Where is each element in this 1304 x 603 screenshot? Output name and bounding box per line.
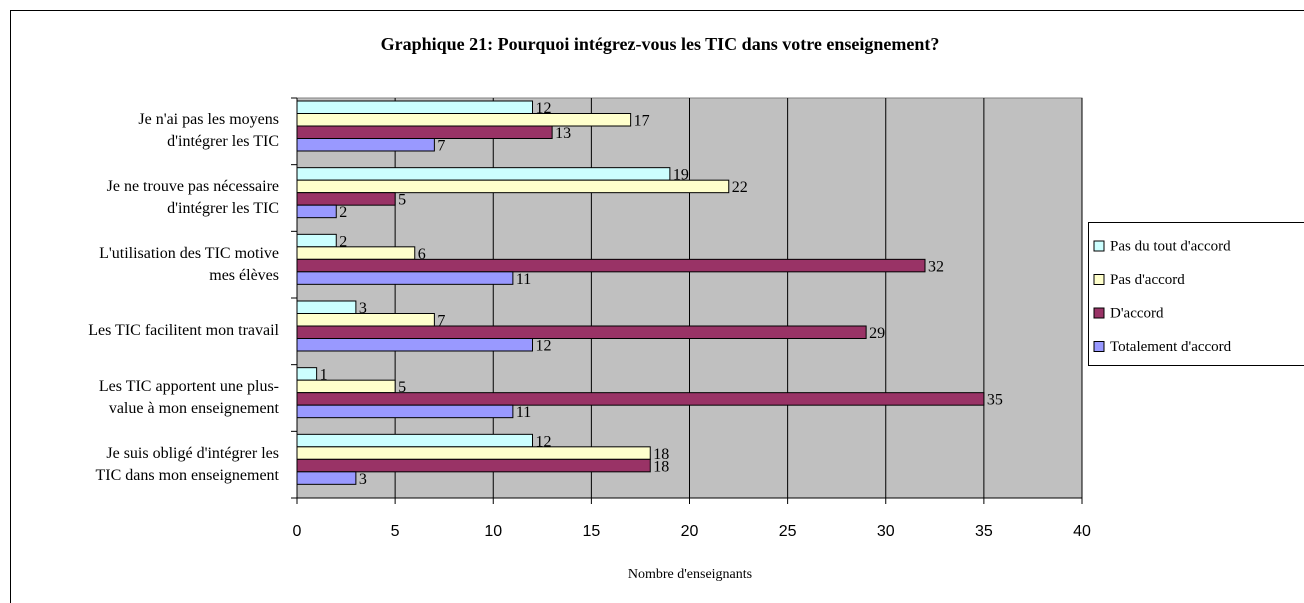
bar xyxy=(296,313,435,327)
legend-label: Pas d'accord xyxy=(1110,272,1185,288)
value-label: 35 xyxy=(987,392,1003,409)
y-tick-label: Je ne trouve pas nécessaire d'intégrer l… xyxy=(106,178,279,217)
bar xyxy=(296,233,337,248)
legend-label: Pas du tout d'accord xyxy=(1110,238,1231,254)
bar xyxy=(296,458,651,473)
bar xyxy=(296,471,357,485)
y-tick-label: Les TIC apportent une plus- value à mon … xyxy=(98,378,279,417)
value-label: 3 xyxy=(359,300,367,317)
value-label: 11 xyxy=(516,271,531,288)
value-label: 1 xyxy=(320,367,328,384)
value-label: 12 xyxy=(536,100,552,117)
value-label: 12 xyxy=(536,337,552,354)
value-label: 17 xyxy=(634,112,650,129)
legend-swatch xyxy=(1093,307,1105,319)
bar xyxy=(296,300,357,314)
bar xyxy=(296,113,632,127)
bar xyxy=(296,433,533,448)
value-label: 29 xyxy=(869,325,885,342)
bar xyxy=(296,258,926,273)
value-label: 11 xyxy=(516,404,531,421)
x-tick-label: 25 xyxy=(779,523,797,540)
bar xyxy=(296,446,651,460)
value-label: 18 xyxy=(653,446,669,463)
y-tick-label: L'utilisation des TIC motive mes élèves xyxy=(99,244,279,284)
legend-box xyxy=(1088,222,1304,366)
x-tick-label: 0 xyxy=(293,523,302,540)
value-label: 7 xyxy=(437,137,445,154)
bar xyxy=(296,125,553,139)
value-label: 3 xyxy=(359,471,367,488)
value-label: 5 xyxy=(398,379,406,396)
bar xyxy=(296,392,985,406)
chart-title: Graphique 21: Pourquoi intégrez-vous les… xyxy=(381,34,940,54)
bar xyxy=(296,338,533,352)
value-label: 22 xyxy=(732,179,748,196)
x-axis-title: Nombre d'enseignants xyxy=(628,567,752,582)
x-tick-label: 20 xyxy=(681,523,699,540)
legend-label: Totalement d'accord xyxy=(1110,339,1232,355)
y-tick-label: Je n'ai pas les moyens d'intégrer les TI… xyxy=(138,111,279,151)
bar xyxy=(296,325,867,339)
value-label: 19 xyxy=(673,167,689,184)
value-label: 32 xyxy=(928,258,944,275)
value-label: 7 xyxy=(437,312,445,329)
bar xyxy=(296,138,435,152)
value-label: 2 xyxy=(339,204,347,221)
legend-swatch xyxy=(1093,274,1105,285)
x-tick-label: 5 xyxy=(391,523,400,540)
x-tick-label: 10 xyxy=(484,523,502,540)
y-tick-label: Les TIC facilitent mon travail xyxy=(88,322,279,340)
x-tick-label: 30 xyxy=(877,523,895,540)
bar xyxy=(296,204,337,219)
value-label: 12 xyxy=(536,433,552,450)
bar xyxy=(296,192,396,206)
bar xyxy=(296,271,514,285)
bar xyxy=(296,367,318,381)
x-tick-label: 15 xyxy=(582,523,600,540)
legend-swatch xyxy=(1093,240,1105,252)
bar xyxy=(296,167,671,181)
value-label: 2 xyxy=(339,233,347,250)
bar xyxy=(296,100,533,114)
legend-swatch xyxy=(1093,341,1105,352)
y-tick-label: Je suis obligé d'intégrer les TIC dans m… xyxy=(95,444,279,484)
x-tick-label: 40 xyxy=(1073,523,1091,540)
bar xyxy=(296,379,396,394)
x-tick-label: 35 xyxy=(975,523,993,540)
bar xyxy=(296,179,730,194)
value-label: 13 xyxy=(555,125,571,142)
bar xyxy=(296,246,416,260)
legend-label: D'accord xyxy=(1110,305,1164,321)
bar xyxy=(296,404,514,419)
value-label: 5 xyxy=(398,192,406,209)
value-label: 18 xyxy=(653,458,669,475)
value-label: 6 xyxy=(418,246,426,263)
